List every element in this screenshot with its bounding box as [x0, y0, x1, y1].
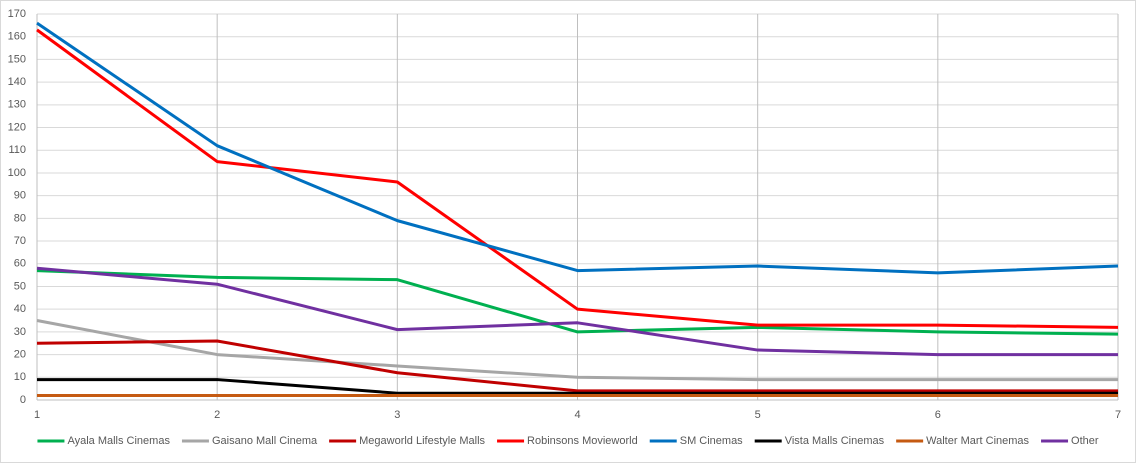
- y-tick-label: 40: [14, 303, 26, 315]
- y-tick-label: 100: [8, 167, 26, 179]
- y-tick-label: 60: [14, 258, 26, 270]
- y-tick-label: 50: [14, 280, 26, 292]
- series-line: [36, 21, 1119, 275]
- legend-label: Vista Malls Cinemas: [785, 435, 885, 447]
- y-tick-label: 160: [8, 31, 26, 43]
- y-tick-label: 110: [8, 144, 26, 156]
- legend-label: Ayala Malls Cinemas: [67, 435, 170, 447]
- x-tick-label: 2: [214, 409, 220, 421]
- y-tick-label: 70: [14, 235, 26, 247]
- legend-label: Walter Mart Cinemas: [926, 435, 1029, 447]
- series-line: [36, 28, 1119, 329]
- series-line: [36, 319, 1118, 382]
- y-tick-label: 0: [20, 394, 26, 406]
- y-tick-label: 90: [14, 190, 26, 202]
- legend-label: Other: [1071, 435, 1099, 447]
- legend-label: Megaworld Lifestyle Malls: [359, 435, 485, 447]
- series-line: [37, 378, 1118, 395]
- series-line: [36, 269, 1119, 336]
- y-tick-label: 130: [8, 99, 26, 111]
- x-tick-label: 6: [935, 409, 941, 421]
- y-tick-label: 140: [8, 76, 26, 88]
- y-tick-label: 150: [8, 53, 26, 65]
- x-tick-label: 5: [755, 409, 761, 421]
- x-tick-label: 3: [394, 409, 400, 421]
- y-tick-label: 80: [14, 212, 26, 224]
- legend-label: Robinsons Movieworld: [527, 435, 638, 447]
- series-line: [36, 339, 1118, 393]
- x-tick-label: 7: [1115, 409, 1121, 421]
- y-tick-label: 10: [14, 371, 26, 383]
- legend: Ayala Malls Cinemas Gaisano Mall Cinema Me…: [37, 435, 1099, 447]
- y-tick-label: 30: [14, 326, 26, 338]
- series-line: [36, 266, 1118, 357]
- legend-label: SM Cinemas: [680, 435, 743, 447]
- y-tick-label: 120: [8, 121, 26, 133]
- x-tick-label: 1: [34, 409, 40, 421]
- legend-label: Gaisano Mall Cinema: [212, 435, 318, 447]
- y-tick-label: 170: [8, 8, 26, 20]
- x-tick-label: 4: [574, 409, 580, 421]
- y-tick-label: 20: [14, 348, 26, 360]
